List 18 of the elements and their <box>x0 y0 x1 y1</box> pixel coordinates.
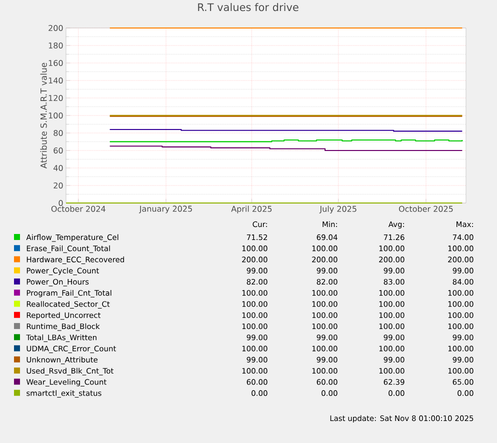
y-tick-label: 100 <box>48 112 63 119</box>
y-tick-label: 40 <box>54 164 63 172</box>
y-tick-label: 20 <box>54 182 63 189</box>
y-tick-label: 140 <box>48 77 63 84</box>
x-tick-label: October 2024 <box>51 206 106 212</box>
chart-title: R.T values for drive <box>198 3 298 12</box>
x-tick-label: July 2025 <box>319 206 356 214</box>
y-tick-label: 160 <box>48 60 63 66</box>
y-tick-label: 80 <box>54 130 63 136</box>
x-tick-label: January 2025 <box>138 206 192 214</box>
y-axis-title: Attribute S.M.A.R.T value <box>40 62 47 168</box>
x-tick-label: October 2025 <box>399 206 453 212</box>
y-tick-label: 200 <box>48 24 63 32</box>
y-tick-label: 0 <box>58 200 63 206</box>
y-tick-label: 60 <box>54 147 63 154</box>
y-tick-label: 180 <box>48 42 63 49</box>
y-tick-label: 120 <box>48 94 63 102</box>
x-tick-label: April 2025 <box>231 206 272 214</box>
